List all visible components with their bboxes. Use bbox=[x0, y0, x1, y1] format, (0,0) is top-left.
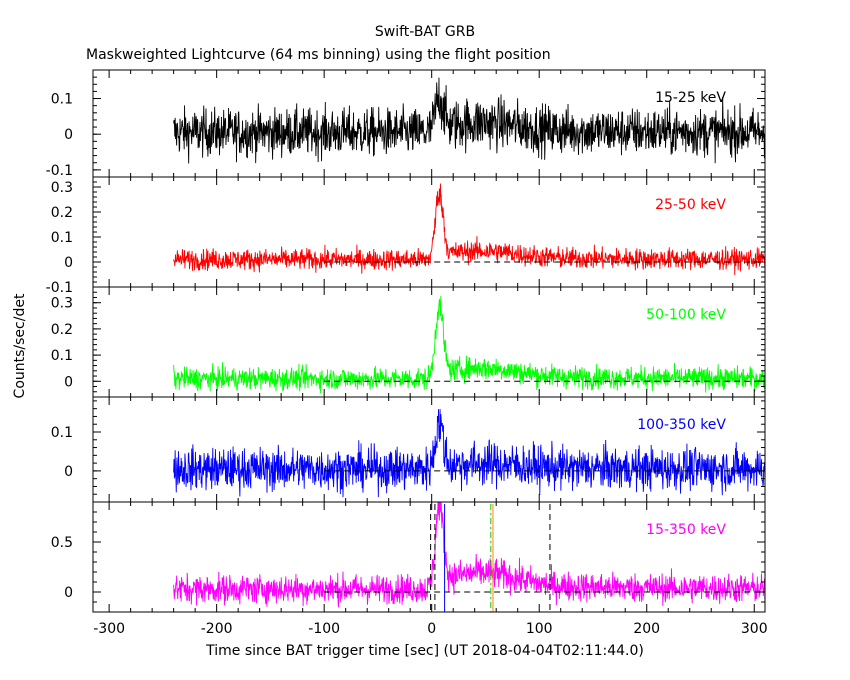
y-tick-label: -0.1 bbox=[46, 280, 73, 296]
y-tick-label: 0.2 bbox=[51, 205, 73, 221]
chart-title: Swift-BAT GRB bbox=[375, 24, 475, 40]
x-axis-label: Time since BAT trigger time [sec] (UT 20… bbox=[205, 643, 644, 659]
panel-100-350-kev: 0 0.1 100-350 keV bbox=[51, 396, 766, 503]
y-tick-label: 0.1 bbox=[51, 92, 73, 108]
band-label: 15-350 keV bbox=[646, 522, 726, 538]
y-tick-label: 0.5 bbox=[51, 535, 73, 551]
y-tick-label: 0.2 bbox=[51, 322, 73, 338]
x-tick-labels: -300 -200 -100 0 100 200 300 bbox=[93, 621, 767, 637]
panel-frame bbox=[92, 176, 766, 288]
series-line bbox=[173, 502, 765, 608]
y-tick-label: 0 bbox=[64, 127, 73, 143]
x-tick-label: 100 bbox=[526, 621, 553, 637]
y-tick-label: -0.1 bbox=[46, 163, 73, 179]
series-line bbox=[173, 183, 765, 276]
y-tick-label: 0.1 bbox=[51, 425, 73, 441]
chart-subtitle: Maskweighted Lightcurve (64 ms binning) … bbox=[86, 47, 551, 63]
panel-50-100-kev: 0 0.1 0.2 0.3 50-100 keV bbox=[51, 286, 766, 398]
y-tick-label: 0 bbox=[64, 374, 73, 390]
series-line bbox=[173, 295, 765, 394]
y-tick-label: 0.1 bbox=[51, 348, 73, 364]
y-tick-label: 0 bbox=[64, 255, 73, 271]
series-line bbox=[173, 77, 765, 164]
panel-15-350-kev: 0 0.5 15-350 keV bbox=[51, 501, 766, 613]
y-axis-label: Counts/sec/det bbox=[12, 293, 28, 398]
y-tick-label: 0 bbox=[64, 585, 73, 601]
band-label: 100-350 keV bbox=[637, 417, 726, 433]
x-tick-label: -200 bbox=[201, 621, 233, 637]
panel-25-50-kev: -0.1 0 0.1 0.2 0.3 25-50 keV bbox=[46, 176, 766, 296]
band-label: 15-25 keV bbox=[655, 90, 726, 106]
y-tick-label: 0.1 bbox=[51, 230, 73, 246]
x-tick-label: -300 bbox=[93, 621, 125, 637]
x-tick-label: 0 bbox=[427, 621, 436, 637]
y-tick-label: 0.3 bbox=[51, 296, 73, 312]
x-tick-label: -100 bbox=[308, 621, 340, 637]
y-tick-label: 0 bbox=[64, 464, 73, 480]
band-label: 25-50 keV bbox=[655, 197, 726, 213]
x-tick-label: 300 bbox=[741, 621, 768, 637]
band-label: 50-100 keV bbox=[646, 307, 726, 323]
panel-frame bbox=[92, 396, 766, 503]
panels-group: -0.1 0 0.1 15-25 keV -0.1 0 0.1 0.2 0.3 25-50 keV… bbox=[46, 69, 766, 613]
panel-frame bbox=[92, 501, 766, 613]
x-tick-label: 200 bbox=[633, 621, 660, 637]
y-tick-label: 0.3 bbox=[51, 180, 73, 196]
panel-15-25-kev: -0.1 0 0.1 15-25 keV bbox=[46, 69, 766, 179]
series-line bbox=[173, 409, 765, 498]
